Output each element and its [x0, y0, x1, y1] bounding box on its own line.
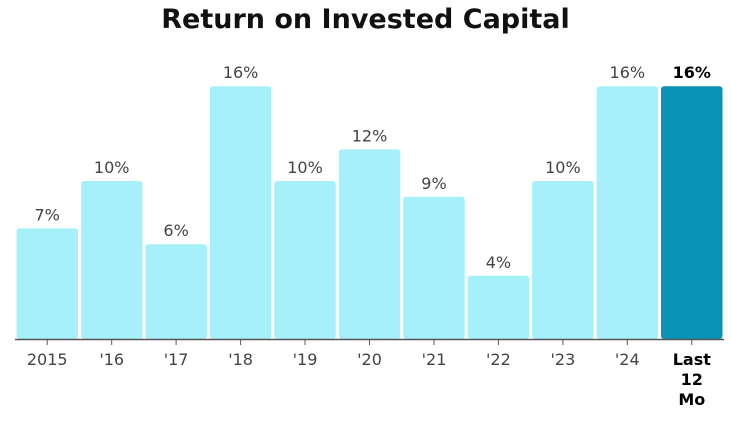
- x-tick-label-7: '22: [486, 350, 511, 369]
- value-label-10: 16%: [673, 63, 711, 82]
- bar-0: [16, 228, 78, 339]
- x-tick-label-10-line-2: Mo: [678, 390, 705, 409]
- x-tick-label-10-line-0: Last: [673, 350, 712, 369]
- bar-10: [661, 86, 723, 339]
- chart-title: Return on Invested Capital: [161, 4, 570, 35]
- x-tick-label-2: '17: [164, 350, 189, 369]
- x-tick-label-8: '23: [551, 350, 576, 369]
- x-tick-label-0: 2015: [27, 350, 68, 369]
- value-label-9: 16%: [610, 63, 646, 82]
- value-label-3: 16%: [223, 63, 259, 82]
- value-label-4: 10%: [287, 158, 323, 177]
- value-label-0: 7%: [35, 205, 60, 224]
- value-label-8: 10%: [545, 158, 581, 177]
- value-label-2: 6%: [163, 221, 188, 240]
- bars-layer: [16, 86, 723, 339]
- value-label-1: 10%: [94, 158, 130, 177]
- x-tick-label-1: '16: [99, 350, 124, 369]
- x-tick-label-10-line-1: 12: [681, 370, 703, 389]
- x-tick-label-4: '19: [293, 350, 318, 369]
- value-label-6: 9%: [421, 174, 446, 193]
- value-label-5: 12%: [352, 126, 388, 145]
- x-tick-label-5: '20: [357, 350, 382, 369]
- bar-5: [338, 149, 401, 339]
- bar-3: [209, 86, 272, 339]
- value-labels-layer: 7% 10% 6% 16% 10% 12% 9% 4% 10% 16% 16%: [35, 63, 711, 272]
- x-tick-label-6: '21: [422, 350, 447, 369]
- bar-7: [467, 275, 530, 339]
- bar-9: [596, 86, 659, 339]
- x-tick-label-9: '24: [615, 350, 640, 369]
- x-tick-label-3: '18: [228, 350, 253, 369]
- bar-6: [403, 196, 465, 339]
- value-label-7: 4%: [486, 253, 511, 272]
- bar-8: [532, 181, 594, 339]
- bar-4: [274, 181, 336, 339]
- bar-2: [145, 244, 207, 339]
- bar-1: [81, 181, 143, 339]
